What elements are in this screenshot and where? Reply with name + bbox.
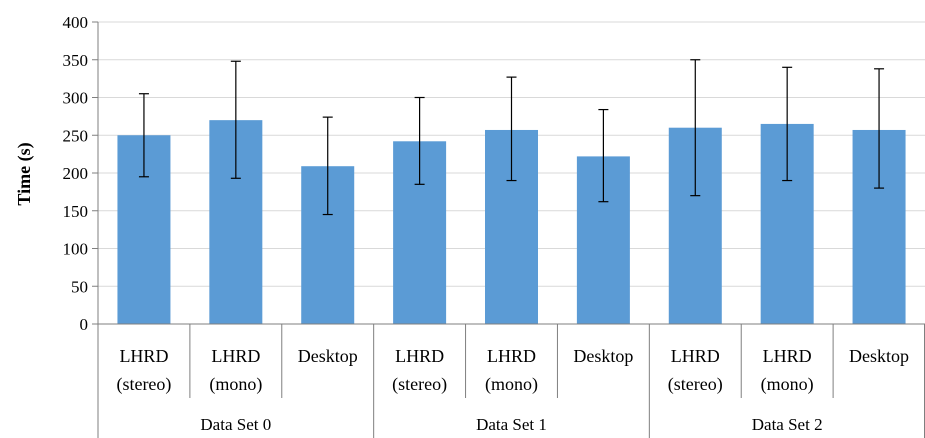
- category-label-line2: (mono): [761, 374, 814, 395]
- category-label-line1: LHRD: [211, 346, 260, 366]
- y-tick-label: 200: [63, 164, 89, 183]
- y-tick-label: 300: [63, 89, 89, 108]
- y-tick-label: 0: [80, 315, 89, 334]
- category-label-line1: LHRD: [395, 346, 444, 366]
- category-labels: LHRD (stereo) LHRD (mono) Desktop LHRD (stereo…: [116, 346, 909, 434]
- category-label-line2: (stereo): [116, 374, 171, 395]
- y-axis-title: Time (s): [14, 142, 35, 205]
- category-label-line2: (mono): [209, 374, 262, 395]
- y-tick-label: 350: [63, 51, 89, 70]
- y-tick-label: 250: [63, 126, 89, 145]
- category-label-line1: Desktop: [298, 346, 358, 366]
- category-label-line1: Desktop: [573, 346, 633, 366]
- y-tick-label: 400: [63, 13, 89, 32]
- category-label-line2: (mono): [485, 374, 538, 395]
- category-label-line1: LHRD: [119, 346, 168, 366]
- group-label: Data Set 1: [476, 415, 547, 434]
- y-tick-label: 150: [63, 202, 89, 221]
- group-label: Data Set 0: [200, 415, 271, 434]
- group-label: Data Set 2: [752, 415, 823, 434]
- category-label-line1: LHRD: [487, 346, 536, 366]
- category-label-line2: (stereo): [668, 374, 723, 395]
- bars: [117, 120, 906, 325]
- category-label-line1: LHRD: [671, 346, 720, 366]
- error-bars: [138, 59, 885, 216]
- y-tick-labels: 0 50 100 150 200 250 300 350 400: [63, 13, 98, 334]
- category-label-line2: (stereo): [392, 374, 447, 395]
- y-tick-label: 100: [63, 240, 89, 259]
- axes: [97, 22, 925, 438]
- category-label-line1: Desktop: [849, 346, 909, 366]
- category-label-line1: LHRD: [763, 346, 812, 366]
- y-tick-label: 50: [71, 277, 88, 296]
